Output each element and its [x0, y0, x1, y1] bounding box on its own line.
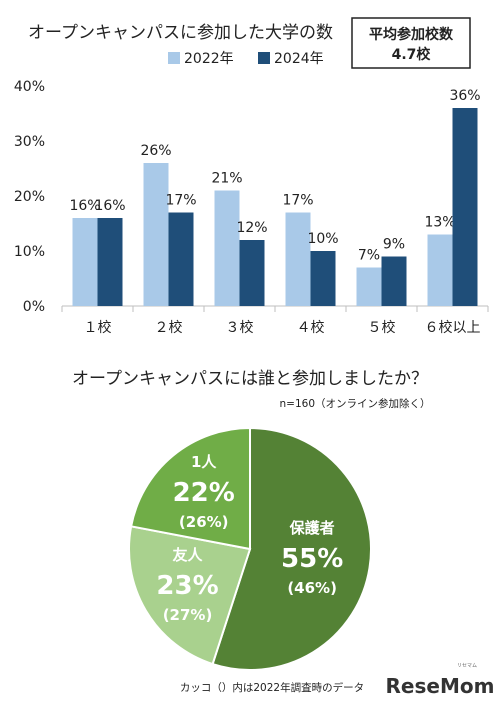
slice-name-label: 1人 — [191, 453, 217, 471]
brand-logo: リセマム ReseMom — [386, 663, 495, 698]
pie-slice-alone — [129, 426, 251, 551]
data-label: 16% — [94, 198, 125, 214]
bar-marks: 16%16% 26% 17% 21% 12% 17% 10% 7%9% 13% 36% — [69, 88, 481, 306]
bar-2024 — [239, 240, 265, 306]
bar-2022 — [285, 212, 311, 306]
x-tick-label: ２校 — [155, 319, 183, 336]
slice-name-label: 保護者 — [289, 519, 335, 537]
bar-2024 — [381, 256, 407, 306]
data-label: 12% — [236, 220, 267, 236]
brand-name: ReseMom — [386, 674, 495, 698]
bar-2022 — [214, 190, 240, 306]
bar-chart-title: オープンキャンパスに参加した大学の数 — [28, 23, 333, 43]
bar-chart: オープンキャンパスに参加した大学の数 2022年 2024年 平均参加校数 4.… — [14, 17, 489, 336]
data-label: 16% — [69, 198, 100, 214]
bar-2024 — [168, 212, 194, 306]
slice-value-label: 23% — [156, 571, 218, 601]
bar-axes: 0% 10% 20% 30% 40% １校 ２校 ３校 ４校 ５校 ６校以上 — [14, 79, 489, 336]
pie-chart-subtitle: n=160（オンライン参加除く） — [280, 397, 431, 410]
brand-ruby: リセマム — [457, 663, 477, 669]
x-tick-label: １校 — [84, 319, 112, 336]
legend-label-2024: 2024年 — [274, 51, 324, 67]
legend-swatch-2024 — [258, 52, 270, 64]
data-label: 13% — [424, 215, 455, 231]
legend: 2022年 2024年 — [168, 51, 324, 67]
y-tick-label: 0% — [23, 299, 45, 315]
pie-marks: 保護者 55% (46%) 友人 23% (27%) 1人 22% (26%) — [128, 426, 372, 671]
pie-footnote: カッコ（）内は2022年調査時のデータ — [180, 681, 364, 694]
data-label: 21% — [211, 171, 242, 187]
slice-prev-value-label: (46%) — [287, 579, 337, 597]
legend-swatch-2022 — [168, 52, 180, 64]
pie-chart: オープンキャンパスには誰と参加しましたか？ n=160（オンライン参加除く） 保… — [72, 369, 495, 698]
bar-2022 — [143, 163, 169, 306]
x-tick-label: ３校 — [226, 319, 254, 336]
pie-chart-title: オープンキャンパスには誰と参加しましたか？ — [72, 369, 428, 389]
slice-name-label: 友人 — [173, 546, 204, 564]
x-tick-label: ５校 — [368, 319, 396, 336]
data-label: 10% — [307, 231, 338, 247]
y-tick-label: 20% — [14, 189, 45, 205]
bar-2022 — [356, 267, 382, 306]
y-tick-label: 30% — [14, 134, 45, 150]
data-label: 17% — [282, 193, 313, 209]
bar-2022 — [72, 218, 98, 306]
data-label: 26% — [140, 143, 171, 159]
slice-prev-value-label: (26%) — [179, 513, 229, 531]
data-label: 9% — [383, 237, 405, 253]
legend-label-2022: 2022年 — [184, 51, 234, 67]
y-tick-label: 10% — [14, 244, 45, 260]
slice-value-label: 22% — [173, 478, 235, 508]
slice-prev-value-label: (27%) — [163, 606, 213, 624]
pie-slice-friend — [128, 525, 252, 666]
average-box-value: 4.7校 — [392, 46, 432, 63]
pie-slice-guardian — [211, 426, 372, 671]
bar-2024 — [452, 108, 478, 306]
data-label: 36% — [449, 88, 480, 104]
bar-2022 — [427, 234, 453, 306]
data-label: 17% — [165, 193, 196, 209]
bar-2024 — [97, 218, 123, 306]
x-tick-label: ６校以上 — [425, 319, 481, 336]
average-box-label: 平均参加校数 — [369, 26, 454, 43]
average-schools-box: 平均参加校数 4.7校 — [351, 17, 471, 69]
bar-2024 — [310, 251, 336, 306]
slice-value-label: 55% — [281, 544, 343, 574]
data-label: 7% — [358, 248, 380, 264]
y-tick-label: 40% — [14, 79, 45, 95]
x-tick-label: ４校 — [297, 319, 325, 336]
